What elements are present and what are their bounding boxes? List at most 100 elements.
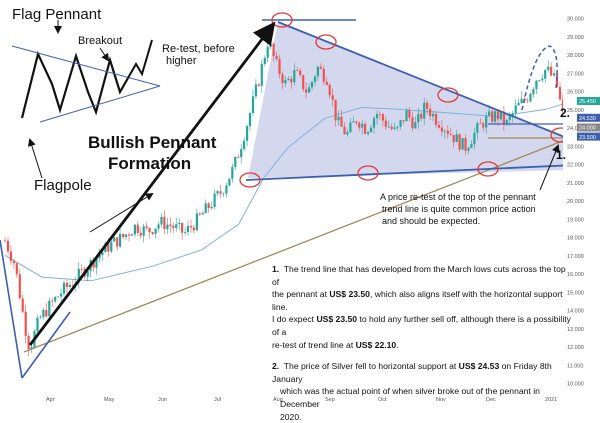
pennant-lower-trendline xyxy=(245,164,576,181)
candle-body xyxy=(157,224,160,229)
candle-body xyxy=(482,123,485,128)
candle-body xyxy=(201,213,204,215)
note1-text-d1: re-test of trend line at xyxy=(272,339,356,350)
candle-body xyxy=(166,224,169,230)
candle-body xyxy=(532,89,535,94)
candle-body xyxy=(420,113,423,119)
note1-text-a: The trend line that has developed from t… xyxy=(272,264,566,287)
breakout-pointer-arrow xyxy=(99,47,110,62)
candle-body xyxy=(449,134,452,135)
note1-text-b2: , which also aligns itself with the hori… xyxy=(272,289,563,312)
candle-body xyxy=(408,110,411,118)
candle-body xyxy=(293,70,296,83)
candle-body xyxy=(198,213,201,215)
candle-body xyxy=(417,113,420,123)
candle-body xyxy=(278,58,281,75)
y-tick-label: 17.000 xyxy=(567,254,584,260)
candle-body xyxy=(222,193,225,195)
candle-body xyxy=(80,268,83,270)
candle-body xyxy=(77,268,80,283)
candle-body xyxy=(393,127,396,129)
mini-pennant-breakout xyxy=(127,39,153,79)
candle-body xyxy=(119,233,122,247)
candle-body xyxy=(116,237,119,247)
candle-body xyxy=(426,102,429,109)
candle-body xyxy=(491,111,494,122)
x-tick-label: Nov xyxy=(436,397,446,403)
candle-body xyxy=(139,232,142,236)
y-tick-label: 26.000 xyxy=(567,90,584,96)
candle-body xyxy=(346,132,349,135)
chart-svg: 30.000 29.000 28.000 27.000 26.000 25.000 24.0… xyxy=(0,0,600,406)
y-tick-label: 15.000 xyxy=(567,290,584,296)
flagpole-label: Flagpole xyxy=(34,177,92,194)
moving-average-line xyxy=(4,103,564,282)
candle-body xyxy=(12,261,15,264)
candle-body xyxy=(284,80,287,84)
candle-body xyxy=(65,282,69,287)
flag-pennant-label: Flag Pennant xyxy=(12,6,102,23)
note1-value-c: US$ 23.50 xyxy=(316,314,358,325)
candle-body xyxy=(517,102,520,106)
candle-body xyxy=(369,127,373,133)
candle-body xyxy=(275,56,278,59)
candle-body xyxy=(372,118,376,128)
candle-body xyxy=(272,43,275,57)
candle-body xyxy=(248,113,252,127)
candle-body xyxy=(207,203,210,209)
candle-body xyxy=(15,263,18,275)
candle-body xyxy=(163,216,166,230)
price-axis-panel xyxy=(563,0,600,406)
candle-body xyxy=(535,80,538,90)
note1-value-b: US$ 23.50 xyxy=(329,289,370,300)
candle-body xyxy=(184,232,187,233)
breakout-label: Breakout xyxy=(78,35,123,47)
candle-body xyxy=(514,105,517,114)
candle-body xyxy=(160,216,163,225)
x-tick-label: May xyxy=(104,397,115,403)
candle-body xyxy=(541,78,544,81)
candle-body xyxy=(378,114,381,115)
candle-body xyxy=(95,258,98,268)
price-tag-label: 25.450 xyxy=(579,99,596,105)
note2-line-a: 2. The price of Silver fell to horizonta… xyxy=(272,360,572,385)
price-tag-label: 23.500 xyxy=(579,135,596,141)
candle-body xyxy=(178,223,181,225)
candle-body xyxy=(219,191,222,194)
vee-right-line xyxy=(21,311,71,379)
candle-body xyxy=(169,224,172,227)
candle-body xyxy=(122,233,125,238)
candle-body xyxy=(299,70,302,76)
candle-body xyxy=(45,310,48,317)
retest-label-1: Re-test, before xyxy=(162,43,235,55)
candle-body xyxy=(213,193,216,207)
analysis-notes: 1. The trend line that has developed fro… xyxy=(272,263,572,423)
candle-body xyxy=(51,300,54,302)
candle-body xyxy=(24,311,27,336)
y-tick-label: 21.000 xyxy=(567,181,584,187)
candle-body xyxy=(101,252,104,255)
note2-line-c: 2020. xyxy=(280,411,302,422)
candle-body xyxy=(57,296,60,298)
candle-body xyxy=(225,185,228,194)
candle-body xyxy=(130,234,133,236)
candle-body xyxy=(9,251,12,261)
y-tick-label: 16.000 xyxy=(567,272,584,278)
candle-body xyxy=(240,149,243,158)
y-tick-label: 22.000 xyxy=(567,163,584,169)
candle-body xyxy=(92,260,95,268)
candle-body xyxy=(352,121,355,123)
marker-1: 1. xyxy=(556,148,567,162)
note1-value-d: US$ 22.10 xyxy=(355,339,397,350)
candle-body xyxy=(429,108,432,117)
candle-body xyxy=(216,191,219,194)
x-tick-label: Dec xyxy=(486,397,496,403)
candle-body xyxy=(496,111,500,120)
candle-body xyxy=(458,134,461,150)
candle-body xyxy=(390,126,393,129)
y-tick-label: 30.000 xyxy=(567,17,584,23)
x-tick-label: Sep xyxy=(325,397,335,403)
candle-body xyxy=(98,255,101,259)
candle-body xyxy=(290,78,293,83)
x-tick-label: Jul xyxy=(214,397,221,403)
